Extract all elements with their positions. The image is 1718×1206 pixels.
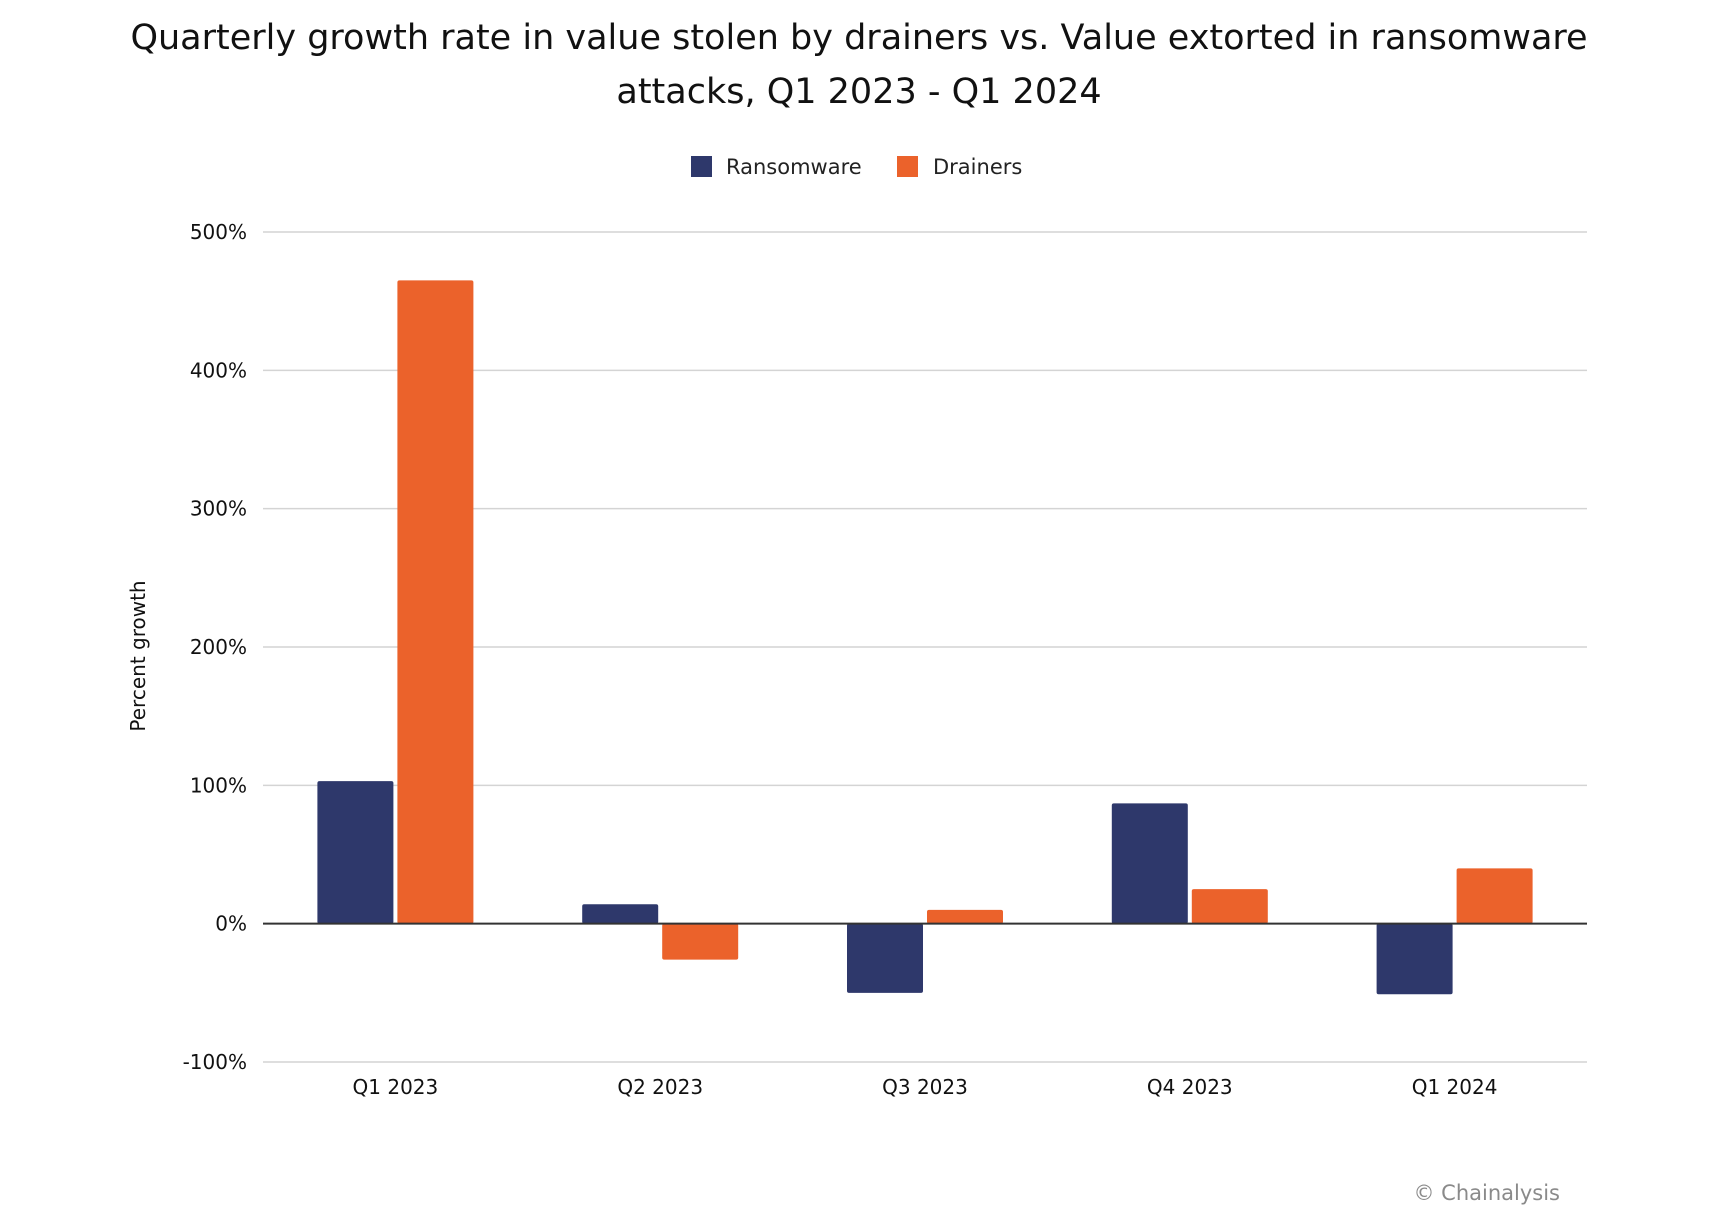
y-tick-label: 0%	[215, 912, 247, 936]
x-tick-label: Q1 2023	[353, 1075, 439, 1099]
legend: Ransomware Drainers	[691, 155, 1022, 179]
chart-title: Quarterly growth rate in value stolen by…	[130, 18, 1587, 112]
y-tick-label: 100%	[190, 773, 247, 797]
y-axis-label: Percent growth	[126, 580, 150, 731]
legend-swatch-ransomware	[691, 156, 712, 177]
y-tick-label: 500%	[190, 220, 247, 244]
bar-ransomware-q1-2023	[317, 781, 394, 924]
bar-drainers-q4-2023	[1191, 889, 1268, 924]
bars	[317, 280, 1533, 995]
x-tick-label: Q2 2023	[617, 1075, 703, 1099]
bar-drainers-q1-2023	[397, 280, 474, 924]
legend-label-ransomware: Ransomware	[726, 155, 862, 179]
chart-title-line-2: attacks, Q1 2023 - Q1 2024	[616, 72, 1101, 112]
bar-ransomware-q2-2023	[582, 904, 659, 924]
bar-ransomware-q1-2024	[1376, 923, 1453, 995]
bar-drainers-q2-2023	[662, 923, 739, 960]
bar-ransomware-q4-2023	[1111, 803, 1188, 924]
y-tick-label: 200%	[190, 635, 247, 659]
source-credit: © Chainalysis	[1413, 1181, 1560, 1205]
legend-label-drainers: Drainers	[933, 155, 1022, 179]
legend-swatch-drainers	[897, 156, 918, 177]
y-gridlines	[263, 231, 1587, 1063]
y-tick-labels: -100% 0% 100% 200% 300% 400% 500%	[183, 220, 247, 1074]
x-tick-label: Q3 2023	[882, 1075, 968, 1099]
x-tick-label: Q1 2024	[1412, 1075, 1498, 1099]
bar-drainers-q1-2024	[1456, 868, 1533, 924]
x-tick-labels: Q1 2023 Q2 2023 Q3 2023 Q4 2023 Q1 2024	[353, 1075, 1498, 1099]
y-tick-label: 300%	[190, 497, 247, 521]
y-tick-label: -100%	[183, 1050, 247, 1074]
x-tick-label: Q4 2023	[1147, 1075, 1233, 1099]
chart-title-line-1: Quarterly growth rate in value stolen by…	[130, 18, 1587, 58]
bar-ransomware-q3-2023	[847, 923, 923, 993]
bar-drainers-q3-2023	[927, 909, 1003, 924]
y-tick-label: 400%	[190, 358, 247, 382]
